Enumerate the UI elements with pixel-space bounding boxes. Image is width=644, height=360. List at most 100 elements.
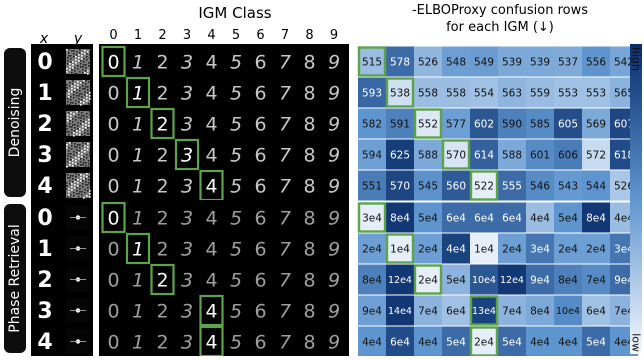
noise-speck [89, 57, 91, 59]
noise-speck [68, 153, 70, 155]
noise-speck [86, 154, 88, 156]
noise-speck [86, 195, 88, 197]
noise-speck [66, 49, 68, 51]
confusion-value: 618 [614, 150, 634, 162]
confusion-value: 5e4 [586, 337, 606, 349]
noise-speck [72, 165, 74, 167]
igm-class-label: 2 [158, 28, 166, 43]
noise-speck [86, 173, 88, 175]
confusion-value: 4e4 [614, 337, 634, 349]
generated-sample: 6 [254, 145, 266, 167]
noise-speck [79, 52, 81, 54]
confusion-cell [442, 108, 470, 139]
noise-speck [77, 163, 79, 165]
noise-speck [67, 117, 69, 119]
noise-speck [68, 96, 70, 98]
noise-speck [66, 166, 68, 168]
confusion-value: 588 [502, 150, 522, 162]
confusion-cell [414, 202, 442, 233]
noise-speck [80, 158, 82, 160]
noise-speck [81, 96, 83, 98]
confusion-cell [582, 170, 610, 201]
noise-speck [73, 113, 75, 115]
noise-speck [76, 190, 78, 192]
generated-sample: 7 [279, 83, 291, 105]
confusion-cell [414, 233, 442, 264]
noise-speck [67, 60, 69, 62]
confusion-header-line1: -ELBOProxy confusion rows [412, 3, 588, 18]
noise-speck [78, 95, 80, 97]
colorbar: high low [630, 44, 643, 354]
noise-speck [79, 144, 81, 146]
noise-speck [66, 185, 68, 187]
noise-speck [87, 149, 89, 151]
confusion-value: 8e4 [586, 213, 606, 225]
generated-sample: 1 [132, 145, 144, 167]
confusion-value: 8e4 [390, 213, 410, 225]
noise-speck [69, 85, 71, 87]
column-y-label: y [73, 31, 83, 47]
noise-speck [81, 112, 83, 114]
noise-speck [73, 132, 75, 134]
confusion-value: 594 [362, 150, 382, 162]
generated-sample: 4 [205, 239, 217, 261]
noise-speck [80, 174, 82, 176]
noise-speck [86, 100, 88, 102]
confusion-value: 606 [558, 150, 578, 162]
noise-speck [70, 153, 72, 155]
noise-speck [84, 189, 86, 191]
confusion-value: 6e4 [446, 306, 466, 318]
noise-speck [66, 71, 68, 73]
generated-sample: 4 [205, 301, 217, 323]
generated-sample: 5 [230, 208, 242, 230]
confusion-value: 4e4 [446, 244, 466, 256]
confusion-value: 4e4 [558, 337, 578, 349]
noise-speck [87, 73, 89, 75]
noise-speck [89, 54, 91, 56]
confusion-value: 5e4 [446, 337, 466, 349]
noise-speck [83, 156, 85, 158]
noise-speck [75, 116, 77, 118]
noise-speck [76, 193, 78, 195]
confusion-highlight [385, 233, 415, 264]
noise-speck [84, 88, 86, 90]
confusion-cell [442, 295, 470, 326]
confusion-value: 585 [530, 119, 550, 131]
noise-speck [77, 185, 79, 187]
noise-speck [79, 185, 81, 187]
generated-sample: 4 [205, 145, 217, 167]
confusion-value: 558 [446, 88, 466, 100]
generated-sample: 8 [303, 114, 315, 136]
confusion-value: 2e4 [502, 244, 522, 256]
confusion-value: 2e4 [418, 275, 438, 287]
noise-speck [87, 51, 89, 53]
noise-speck [86, 56, 88, 58]
noise-speck [73, 50, 75, 52]
noise-speck [69, 183, 71, 185]
ground-truth-digit: 3 [37, 143, 52, 168]
confusion-value: 2e4 [558, 244, 578, 256]
confusion-value: 570 [446, 150, 466, 162]
igm-class-header: IGM Class [198, 4, 271, 22]
confusion-cell [498, 46, 526, 77]
noise-speck [75, 59, 77, 61]
noise-speck [85, 184, 87, 186]
generated-sample: 8 [303, 145, 315, 167]
noise-speck [83, 121, 85, 123]
generated-sample: 4 [205, 270, 217, 292]
noise-speck [79, 87, 81, 89]
noise-speck [85, 80, 87, 82]
generated-sample: 4 [205, 332, 217, 354]
noise-speck [82, 88, 84, 90]
noise-speck [76, 95, 78, 97]
confusion-value: 7e4 [586, 275, 606, 287]
table-row: 0 0 1 2 3 4 5 6 7 8 9 515 578 526 548 549 539 539 537 556 54… [37, 45, 638, 78]
noise-speck [71, 72, 73, 74]
noise-speck [78, 98, 80, 100]
generated-sample: 2 [156, 301, 168, 323]
confusion-cell [414, 46, 442, 77]
noise-speck [88, 119, 90, 121]
noise-speck [67, 101, 69, 103]
noise-speck [79, 49, 81, 51]
